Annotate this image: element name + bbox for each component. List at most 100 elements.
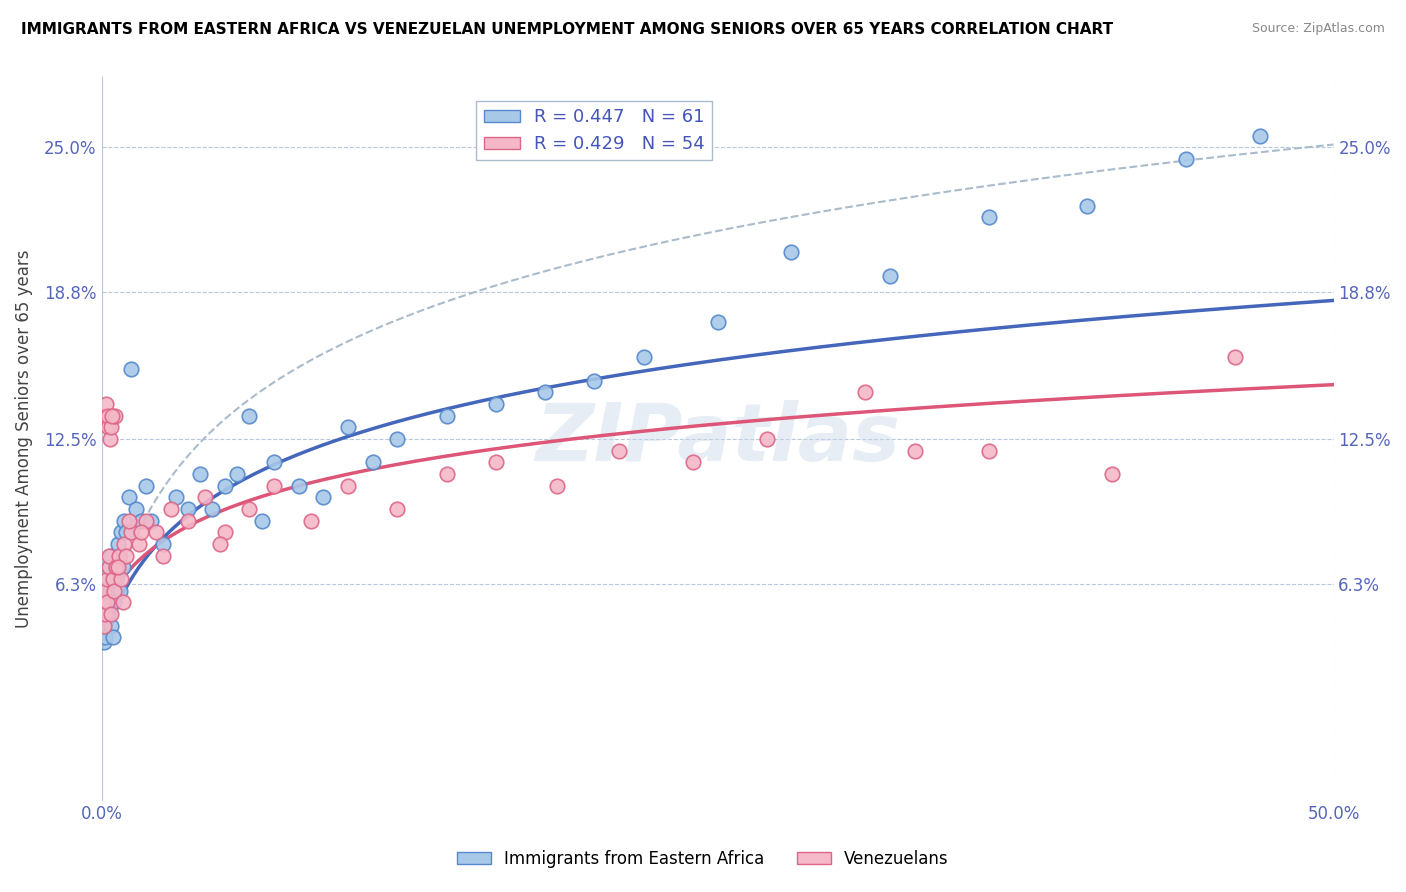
Legend: Immigrants from Eastern Africa, Venezuelans: Immigrants from Eastern Africa, Venezuel… bbox=[450, 844, 956, 875]
Point bbox=[101, 588, 124, 602]
Point bbox=[96, 612, 118, 626]
Point bbox=[436, 467, 458, 481]
Point bbox=[100, 420, 122, 434]
Point bbox=[201, 502, 224, 516]
Point bbox=[135, 478, 157, 492]
Point bbox=[97, 409, 120, 423]
Point bbox=[226, 467, 249, 481]
Point bbox=[336, 420, 359, 434]
Point bbox=[98, 560, 121, 574]
Point bbox=[755, 432, 778, 446]
Point bbox=[96, 572, 118, 586]
Point bbox=[97, 420, 120, 434]
Point bbox=[98, 583, 121, 598]
Point bbox=[1101, 467, 1123, 481]
Point bbox=[98, 560, 121, 574]
Point bbox=[299, 514, 322, 528]
Point bbox=[93, 618, 115, 632]
Point bbox=[177, 514, 200, 528]
Point bbox=[100, 618, 122, 632]
Point bbox=[1174, 152, 1197, 166]
Point bbox=[214, 478, 236, 492]
Point bbox=[159, 502, 181, 516]
Point bbox=[485, 397, 508, 411]
Y-axis label: Unemployment Among Seniors over 65 years: Unemployment Among Seniors over 65 years bbox=[15, 250, 32, 628]
Text: IMMIGRANTS FROM EASTERN AFRICA VS VENEZUELAN UNEMPLOYMENT AMONG SENIORS OVER 65 : IMMIGRANTS FROM EASTERN AFRICA VS VENEZU… bbox=[21, 22, 1114, 37]
Point bbox=[94, 409, 117, 423]
Point bbox=[103, 583, 125, 598]
Point bbox=[96, 595, 118, 609]
Point bbox=[152, 549, 174, 563]
Point bbox=[125, 502, 148, 516]
Point bbox=[98, 432, 121, 446]
Point bbox=[104, 409, 127, 423]
Point bbox=[879, 268, 901, 283]
Point bbox=[101, 409, 124, 423]
Point bbox=[120, 525, 142, 540]
Legend: R = 0.447   N = 61, R = 0.429   N = 54: R = 0.447 N = 61, R = 0.429 N = 54 bbox=[477, 101, 713, 161]
Point bbox=[361, 455, 384, 469]
Point bbox=[263, 455, 285, 469]
Point bbox=[682, 455, 704, 469]
Point bbox=[115, 525, 138, 540]
Point bbox=[250, 514, 273, 528]
Point bbox=[118, 491, 141, 505]
Point bbox=[93, 583, 115, 598]
Point bbox=[105, 560, 128, 574]
Point bbox=[977, 211, 1000, 225]
Point bbox=[101, 572, 124, 586]
Point bbox=[904, 443, 927, 458]
Point bbox=[387, 432, 409, 446]
Point bbox=[436, 409, 458, 423]
Point bbox=[98, 595, 121, 609]
Point bbox=[93, 602, 115, 616]
Point bbox=[120, 362, 142, 376]
Point bbox=[188, 467, 211, 481]
Point bbox=[194, 491, 217, 505]
Point bbox=[103, 595, 125, 609]
Point bbox=[100, 607, 122, 621]
Point bbox=[115, 549, 138, 563]
Point bbox=[145, 525, 167, 540]
Point bbox=[107, 537, 129, 551]
Point bbox=[312, 491, 335, 505]
Point bbox=[107, 560, 129, 574]
Point bbox=[853, 385, 876, 400]
Point bbox=[128, 537, 150, 551]
Point bbox=[177, 502, 200, 516]
Point bbox=[633, 351, 655, 365]
Point bbox=[485, 455, 508, 469]
Point bbox=[780, 245, 803, 260]
Point bbox=[94, 583, 117, 598]
Point bbox=[110, 572, 132, 586]
Point bbox=[152, 537, 174, 551]
Point bbox=[93, 607, 115, 621]
Point bbox=[607, 443, 630, 458]
Point bbox=[100, 549, 122, 563]
Point bbox=[94, 630, 117, 644]
Point bbox=[108, 549, 131, 563]
Point bbox=[112, 514, 135, 528]
Point bbox=[546, 478, 568, 492]
Point bbox=[96, 595, 118, 609]
Point bbox=[583, 374, 606, 388]
Point bbox=[1249, 128, 1271, 143]
Point bbox=[336, 478, 359, 492]
Point bbox=[91, 595, 114, 609]
Point bbox=[238, 409, 260, 423]
Point bbox=[706, 315, 728, 329]
Point bbox=[110, 525, 132, 540]
Text: ZIPatlas: ZIPatlas bbox=[536, 400, 900, 478]
Point bbox=[135, 514, 157, 528]
Point bbox=[94, 397, 117, 411]
Point bbox=[977, 443, 1000, 458]
Point bbox=[97, 572, 120, 586]
Point bbox=[139, 514, 162, 528]
Point bbox=[165, 491, 187, 505]
Point bbox=[534, 385, 557, 400]
Point bbox=[129, 514, 152, 528]
Point bbox=[111, 560, 134, 574]
Point bbox=[97, 607, 120, 621]
Point bbox=[118, 514, 141, 528]
Point bbox=[214, 525, 236, 540]
